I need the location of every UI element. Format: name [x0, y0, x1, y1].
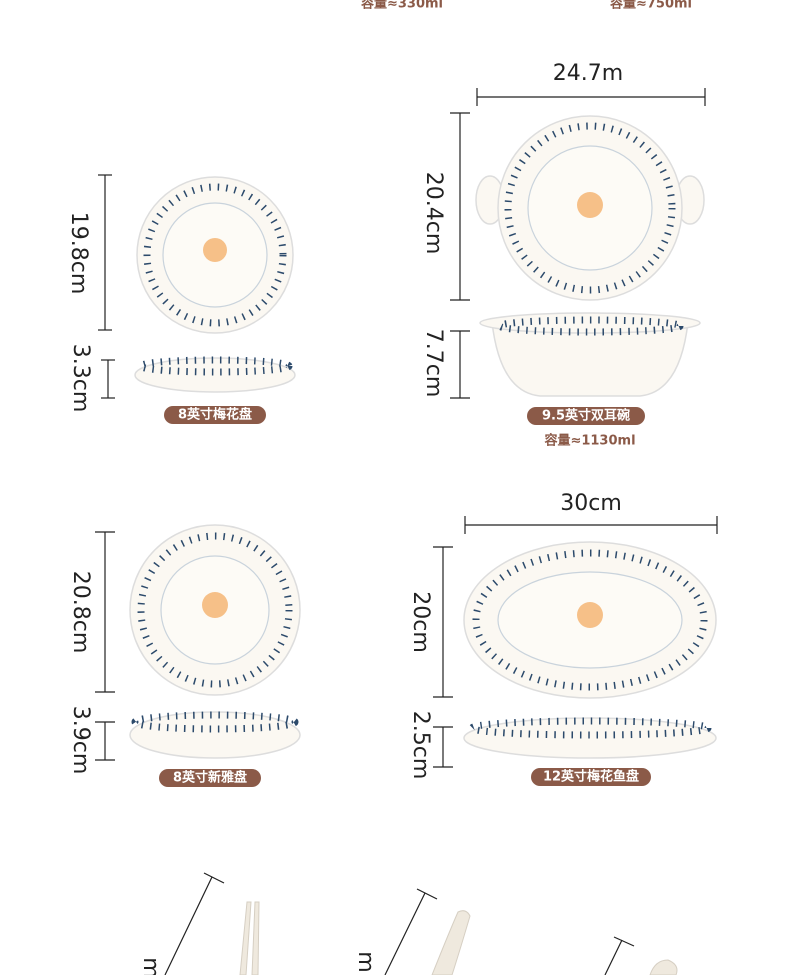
name-pill	[531, 768, 651, 786]
plate-rim	[137, 532, 293, 688]
product-name: 12英寸梅花鱼盘	[543, 769, 639, 785]
product-round-plate: 20.8cm 3.9cm 8英寸新雅盘	[68, 524, 301, 787]
plate-rim	[143, 183, 287, 327]
dim-line	[384, 892, 426, 975]
plate-rim	[137, 356, 293, 376]
bowl-side	[491, 321, 689, 397]
capacity-caption: 容量≈750ml	[609, 0, 692, 12]
chopsticks	[239, 901, 260, 975]
dim-label: 19.8cm	[66, 212, 91, 295]
capacity-caption: 容量≈330ml	[360, 0, 443, 12]
flower-motif	[202, 592, 228, 618]
name-pill	[159, 769, 261, 787]
spoon	[431, 910, 471, 975]
plate-rim	[131, 711, 299, 733]
dim-label: 3.9cm	[68, 706, 93, 775]
name-pill	[527, 407, 645, 425]
flower-motif	[577, 602, 603, 628]
product-plum-plate: 19.8cm 3.3cm 8英寸梅花盘	[66, 174, 296, 424]
dim-label: 24.7m	[553, 61, 623, 86]
name-pill	[164, 406, 266, 424]
plate-side	[463, 717, 717, 759]
dim-label: 20.8cm	[68, 571, 93, 654]
dim-label: 7.7cm	[421, 329, 446, 398]
product-fish-plate: 30cm 20cm 2.5cm 12英寸梅花鱼盘	[408, 491, 718, 786]
product-name: 8英寸新雅盘	[173, 770, 247, 786]
dim-label: m	[138, 957, 163, 975]
capacity-caption: 容量≈1130ml	[543, 433, 635, 449]
plate-side	[134, 357, 296, 393]
dim-label: 30cm	[560, 491, 622, 516]
product-name: 8英寸梅花盘	[178, 407, 252, 423]
dim-line	[604, 939, 623, 975]
flower-motif	[203, 238, 227, 262]
bowl-rim	[504, 122, 676, 294]
product-bowl: 24.7m 20.4cm 7.7cm 9.5英寸双耳碗 容量≈1130ml	[421, 61, 706, 449]
dim-label: 20.4cm	[421, 172, 446, 255]
dim-label: 20cm	[408, 591, 433, 653]
dim-tick	[416, 888, 438, 900]
plate-rim	[472, 549, 708, 691]
dim-label: m	[353, 951, 378, 972]
bottom-preview: m m	[138, 872, 678, 975]
flower-motif	[577, 192, 603, 218]
plate-side	[129, 711, 301, 759]
dim-label: 2.5cm	[408, 711, 433, 780]
product-name: 9.5英寸双耳碗	[542, 408, 630, 424]
plate-rim	[468, 717, 712, 739]
dim-tick	[613, 936, 635, 947]
dim-line	[164, 876, 213, 975]
spoon	[649, 959, 678, 975]
bowl-rim	[496, 316, 684, 336]
dim-label: 3.3cm	[68, 344, 93, 413]
dim-tick	[203, 872, 225, 884]
